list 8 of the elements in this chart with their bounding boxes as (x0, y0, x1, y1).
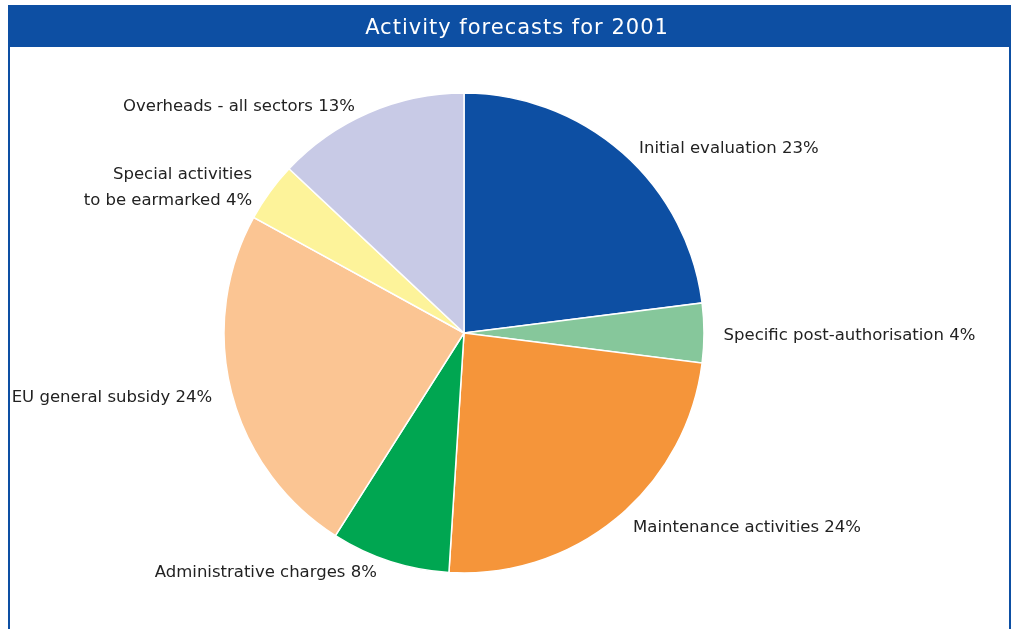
slice-label: Specific post-authorisation 4% (723, 325, 976, 344)
slice-label: Maintenance activities 24% (633, 517, 861, 537)
slice-label: Overheads - all sectors 13% (123, 95, 355, 115)
slice-label: Administrative charges 8% (154, 562, 377, 582)
slice-label: EU general subsidy 24% (11, 387, 213, 407)
slice-label: Special activities to be earmarked 4% (83, 164, 253, 210)
chart-title: Activity forecasts for 2001 (365, 15, 669, 39)
slice-label: Initial evaluation 23% (639, 137, 819, 157)
